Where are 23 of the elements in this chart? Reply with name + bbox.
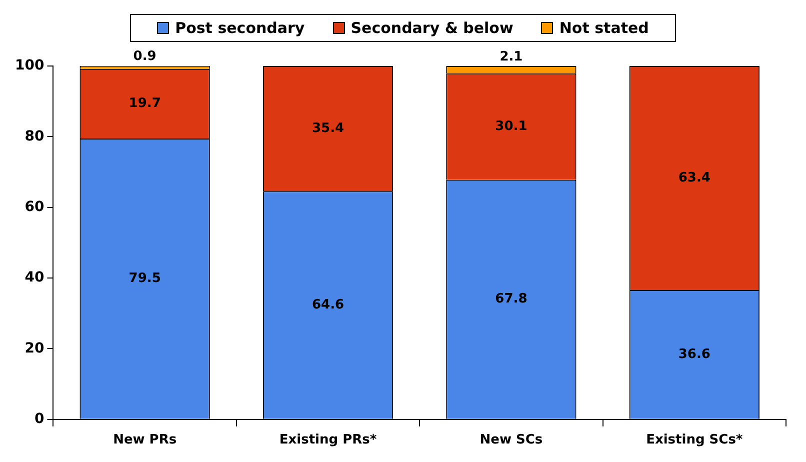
y-tick-label: 60 xyxy=(24,199,44,215)
data-label: 35.4 xyxy=(312,120,344,136)
y-tick-label: 80 xyxy=(24,128,44,144)
x-tick-label: Existing SCs* xyxy=(646,432,743,448)
data-label: 79.5 xyxy=(128,271,161,286)
data-label: 36.6 xyxy=(678,346,710,362)
legend-label: Post secondary xyxy=(175,19,305,37)
data-label: 0.9 xyxy=(133,49,156,64)
y-tick-label: 20 xyxy=(24,340,44,356)
data-label: 67.8 xyxy=(495,292,528,307)
x-tick-label: New SCs xyxy=(480,432,543,448)
data-label: 30.1 xyxy=(495,118,528,134)
legend-label: Not stated xyxy=(559,19,649,37)
data-label: 2.1 xyxy=(500,49,523,64)
legend-label: Secondary & below xyxy=(350,19,514,37)
y-tick-label: 100 xyxy=(14,58,44,74)
data-label: 64.6 xyxy=(312,297,344,312)
x-tick-label: Existing PRs* xyxy=(279,432,377,448)
data-label: 19.7 xyxy=(128,96,161,112)
data-label: 63.4 xyxy=(678,170,710,186)
y-tick-label: 40 xyxy=(24,270,44,286)
x-tick-label: New PRs xyxy=(113,432,177,448)
y-tick-label: 0 xyxy=(34,411,44,428)
